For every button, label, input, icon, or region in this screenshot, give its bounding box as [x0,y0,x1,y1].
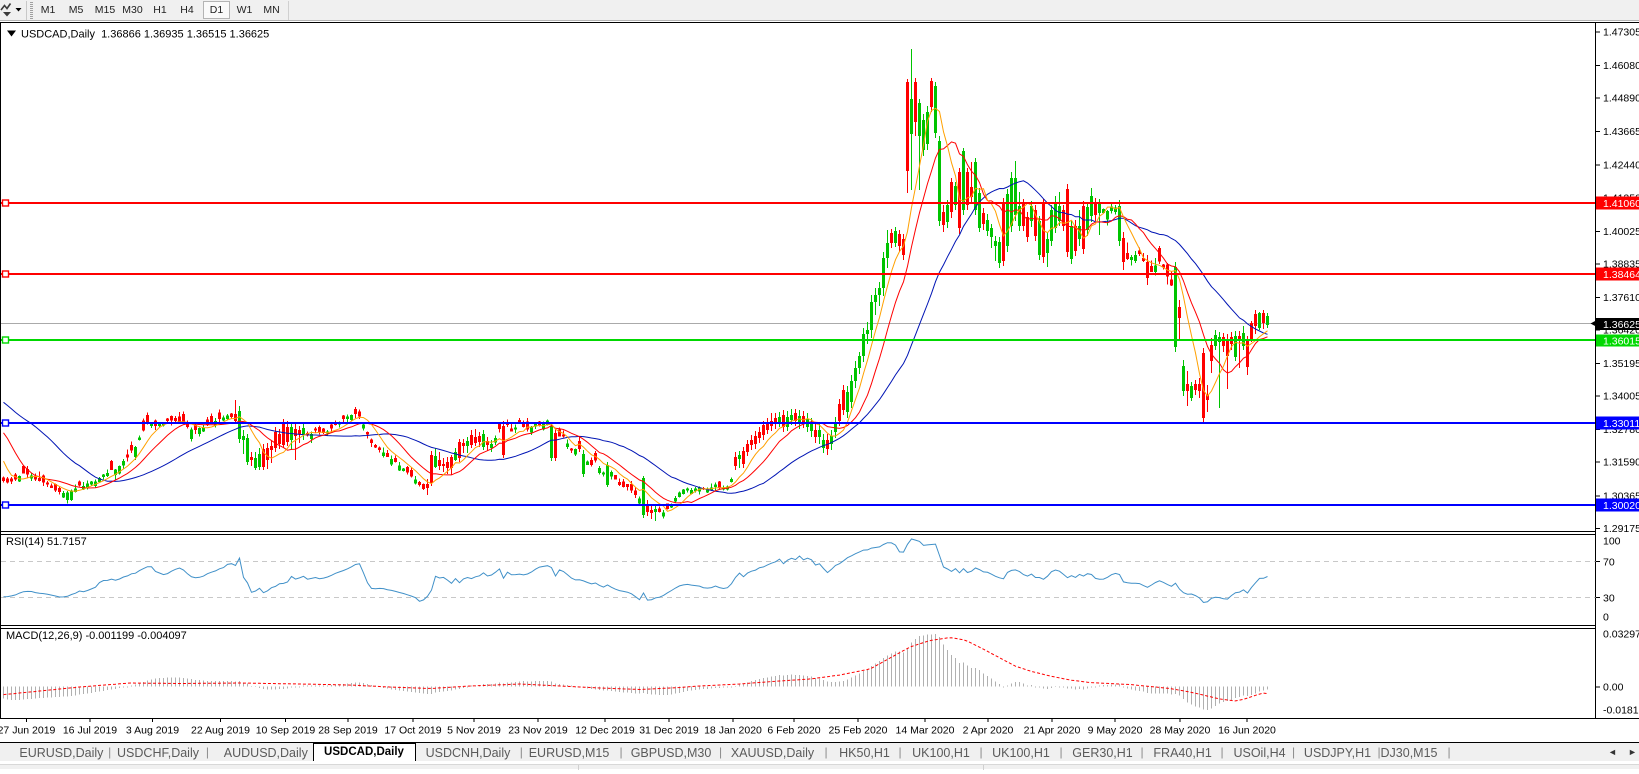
svg-text:16 Jul 2019: 16 Jul 2019 [63,725,117,737]
svg-text:25 Feb 2020: 25 Feb 2020 [829,725,888,737]
svg-text:0.00: 0.00 [1603,682,1624,694]
svg-text:1.43665: 1.43665 [1603,126,1639,138]
svg-text:28 Sep 2019: 28 Sep 2019 [318,725,378,737]
svg-text:1.35195: 1.35195 [1603,358,1639,370]
svg-text:30: 30 [1603,593,1615,605]
svg-text:0: 0 [1603,612,1609,624]
svg-text:10 Sep 2019: 10 Sep 2019 [256,725,316,737]
svg-text:21 Apr 2020: 21 Apr 2020 [1024,725,1081,737]
svg-text:70: 70 [1603,557,1615,569]
svg-text:1.42440: 1.42440 [1603,160,1639,172]
svg-text:1.38464: 1.38464 [1603,269,1639,281]
svg-text:1.46080: 1.46080 [1603,60,1639,72]
svg-text:3 Aug 2019: 3 Aug 2019 [126,725,179,737]
svg-text:16 Jun 2020: 16 Jun 2020 [1218,725,1276,737]
svg-text:18 Jan 2020: 18 Jan 2020 [704,725,762,737]
svg-text:9 May 2020: 9 May 2020 [1088,725,1143,737]
svg-text:1.29175: 1.29175 [1603,523,1639,535]
svg-text:1.40025: 1.40025 [1603,226,1639,238]
svg-text:27 Jun 2019: 27 Jun 2019 [0,725,56,737]
svg-text:-0.018154: -0.018154 [1603,705,1639,717]
svg-text:23 Nov 2019: 23 Nov 2019 [508,725,568,737]
svg-text:5 Nov 2019: 5 Nov 2019 [447,725,501,737]
svg-text:USDCAD,Daily 1.36866 1.36935: USDCAD,Daily 1.36866 1.36935 1.36515 1.3… [21,29,269,41]
svg-text:1.38835: 1.38835 [1603,258,1639,270]
svg-text:1.33011: 1.33011 [1603,418,1639,430]
svg-text:1.36015: 1.36015 [1603,335,1639,347]
svg-text:14 Mar 2020: 14 Mar 2020 [896,725,955,737]
svg-text:1.30020: 1.30020 [1603,500,1639,512]
svg-text:12 Dec 2019: 12 Dec 2019 [575,725,635,737]
svg-text:RSI(14) 51.7157: RSI(14) 51.7157 [6,536,87,548]
svg-text:1.44890: 1.44890 [1603,93,1639,105]
svg-text:28 May 2020: 28 May 2020 [1150,725,1211,737]
svg-text:1.37610: 1.37610 [1603,292,1639,304]
svg-text:1.31590: 1.31590 [1603,457,1639,469]
svg-text:31 Dec 2019: 31 Dec 2019 [639,725,699,737]
svg-text:22 Aug 2019: 22 Aug 2019 [191,725,250,737]
svg-text:17 Oct 2019: 17 Oct 2019 [384,725,441,737]
svg-text:1.41060: 1.41060 [1603,198,1639,210]
svg-text:6 Feb 2020: 6 Feb 2020 [767,725,820,737]
svg-text:2 Apr 2020: 2 Apr 2020 [963,725,1014,737]
svg-text:1.34005: 1.34005 [1603,391,1639,403]
svg-text:1.47305: 1.47305 [1603,27,1639,39]
svg-text:100: 100 [1603,536,1621,548]
svg-text:1.36625: 1.36625 [1603,319,1639,331]
svg-text:MACD(12,26,9) -0.001199 -0.004: MACD(12,26,9) -0.001199 -0.004097 [6,630,187,642]
svg-text:0.032972: 0.032972 [1603,629,1639,641]
